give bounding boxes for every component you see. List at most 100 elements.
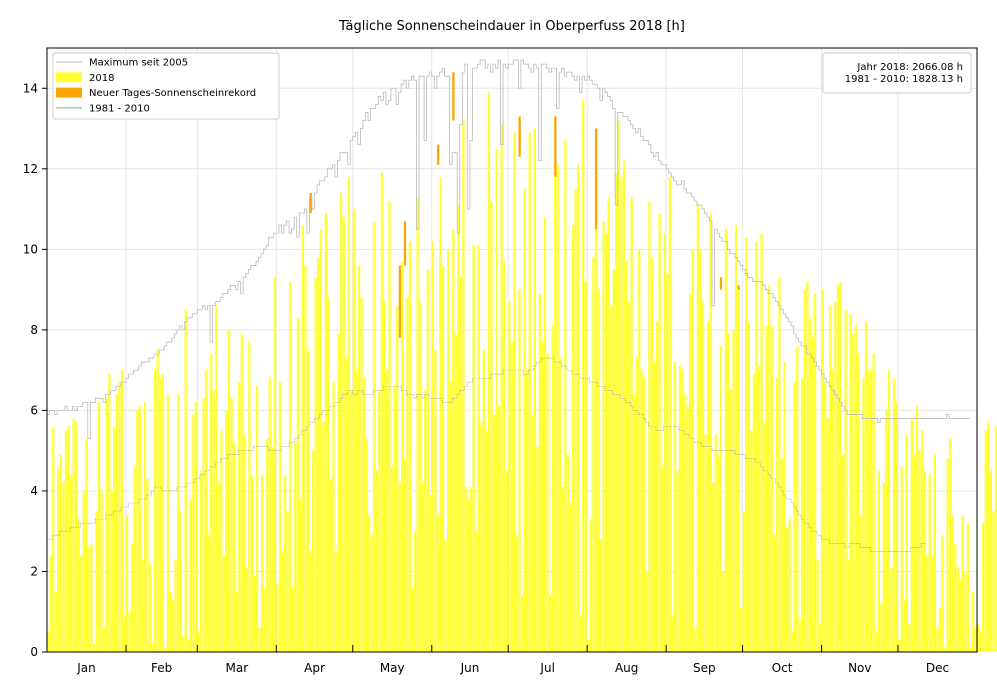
bar-day-54 [182, 635, 185, 652]
bar-day-268 [727, 333, 730, 652]
bar-day-200 [554, 176, 557, 652]
bar-day-114 [334, 551, 338, 652]
bar-day-248 [676, 470, 679, 652]
bar-day-71 [225, 410, 228, 652]
bar-day-78 [243, 434, 246, 652]
bar-day-368 [982, 523, 985, 652]
bar-day-11 [72, 418, 75, 652]
bar-day-323 [867, 370, 870, 652]
bar-day-92 [278, 382, 282, 652]
record-mark-5 [452, 72, 455, 121]
bar-day-199 [551, 325, 554, 652]
bar-day-25 [108, 374, 111, 652]
bar-day-302 [813, 293, 817, 652]
bar-day-330 [885, 410, 888, 652]
bar-day-171 [480, 422, 483, 652]
series-normal-line [47, 357, 927, 552]
bar-day-189 [526, 370, 529, 652]
bar-day-278 [752, 374, 756, 652]
bar-day-265 [719, 345, 722, 652]
bar-day-346 [926, 555, 929, 652]
bar-day-85 [261, 474, 264, 652]
bar-day-361 [964, 571, 967, 652]
bar-day-147 [419, 301, 422, 652]
bar-day-239 [653, 362, 656, 652]
bar-day-316 [849, 313, 852, 652]
bar-day-259 [704, 434, 707, 652]
bar-day-158 [447, 249, 450, 653]
bar-day-363 [969, 647, 972, 652]
bar-day-317 [852, 333, 855, 652]
bar-day-58 [192, 414, 195, 652]
bar-day-329 [882, 482, 886, 652]
bar-day-232 [635, 358, 638, 652]
bar-day-334 [895, 402, 898, 652]
bar-day-109 [322, 422, 325, 652]
bar-day-258 [701, 301, 705, 652]
legend: Maximum seit 2005 2018 Neuer Tages-Sonnens… [52, 52, 280, 120]
bar-day-190 [528, 132, 531, 652]
bar-day-134 [385, 370, 389, 652]
bar-day-75 [235, 591, 238, 652]
bar-day-184 [513, 132, 516, 652]
bar-day-303 [816, 559, 819, 652]
bar-day-111 [327, 297, 330, 652]
bar-day-35 [133, 466, 136, 652]
bar-day-310 [834, 301, 837, 652]
bar-day-349 [933, 454, 936, 652]
legend-label-1: Maximum seit 2005 [89, 58, 188, 69]
bar-day-260 [706, 321, 710, 652]
bar-day-280 [757, 366, 761, 652]
bar-day-69 [220, 430, 223, 652]
x-month-label-nov: Nov [848, 661, 871, 675]
bar-day-33 [128, 611, 131, 652]
bar-day-366 [977, 623, 980, 652]
bar-day-301 [811, 337, 814, 652]
bar-day-185 [515, 535, 519, 652]
bar-day-107 [317, 257, 320, 652]
bar-day-332 [890, 567, 893, 652]
bar-day-128 [370, 535, 373, 652]
bar-day-153 [434, 350, 437, 652]
bar-day-271 [734, 225, 738, 652]
bar-day-45 [159, 378, 162, 652]
bar-day-369 [984, 430, 987, 652]
bar-day-9 [67, 426, 70, 652]
bar-day-353 [943, 647, 947, 652]
bar-day-223 [612, 269, 615, 652]
bar-day-133 [383, 301, 386, 652]
bar-day-341 [913, 454, 916, 652]
bar-day-252 [686, 406, 689, 652]
bar-day-261 [709, 213, 712, 653]
bar-day-76 [238, 382, 241, 652]
bar-day-159 [449, 382, 452, 652]
bar-day-300 [808, 317, 812, 652]
bar-day-355 [948, 438, 952, 652]
bar-day-214 [589, 519, 593, 652]
bar-day-299 [806, 281, 809, 652]
bar-day-198 [548, 595, 552, 652]
bar-day-311 [836, 285, 840, 652]
record-marks [309, 72, 740, 338]
bar-day-104 [309, 551, 312, 652]
bar-day-348 [931, 555, 934, 652]
bar-day-62 [202, 398, 205, 652]
bar-day-356 [951, 515, 954, 652]
bar-day-88 [268, 378, 271, 652]
bar-day-360 [961, 515, 965, 652]
bar-day-118 [345, 358, 348, 652]
y-tick-label-4: 4 [30, 484, 38, 498]
bar-day-243 [663, 233, 666, 652]
legend-swatch-2 [56, 72, 82, 83]
bar-day-322 [864, 321, 868, 652]
bar-day-216 [594, 172, 598, 652]
bar-day-230 [630, 196, 633, 652]
bar-day-262 [712, 482, 715, 652]
bar-day-291 [785, 527, 789, 652]
bar-day-73 [230, 398, 233, 652]
bar-day-16 [85, 438, 88, 652]
bar-day-250 [681, 370, 684, 652]
bar-day-44 [156, 350, 159, 652]
bar-day-347 [928, 474, 931, 652]
bar-day-345 [923, 470, 926, 652]
